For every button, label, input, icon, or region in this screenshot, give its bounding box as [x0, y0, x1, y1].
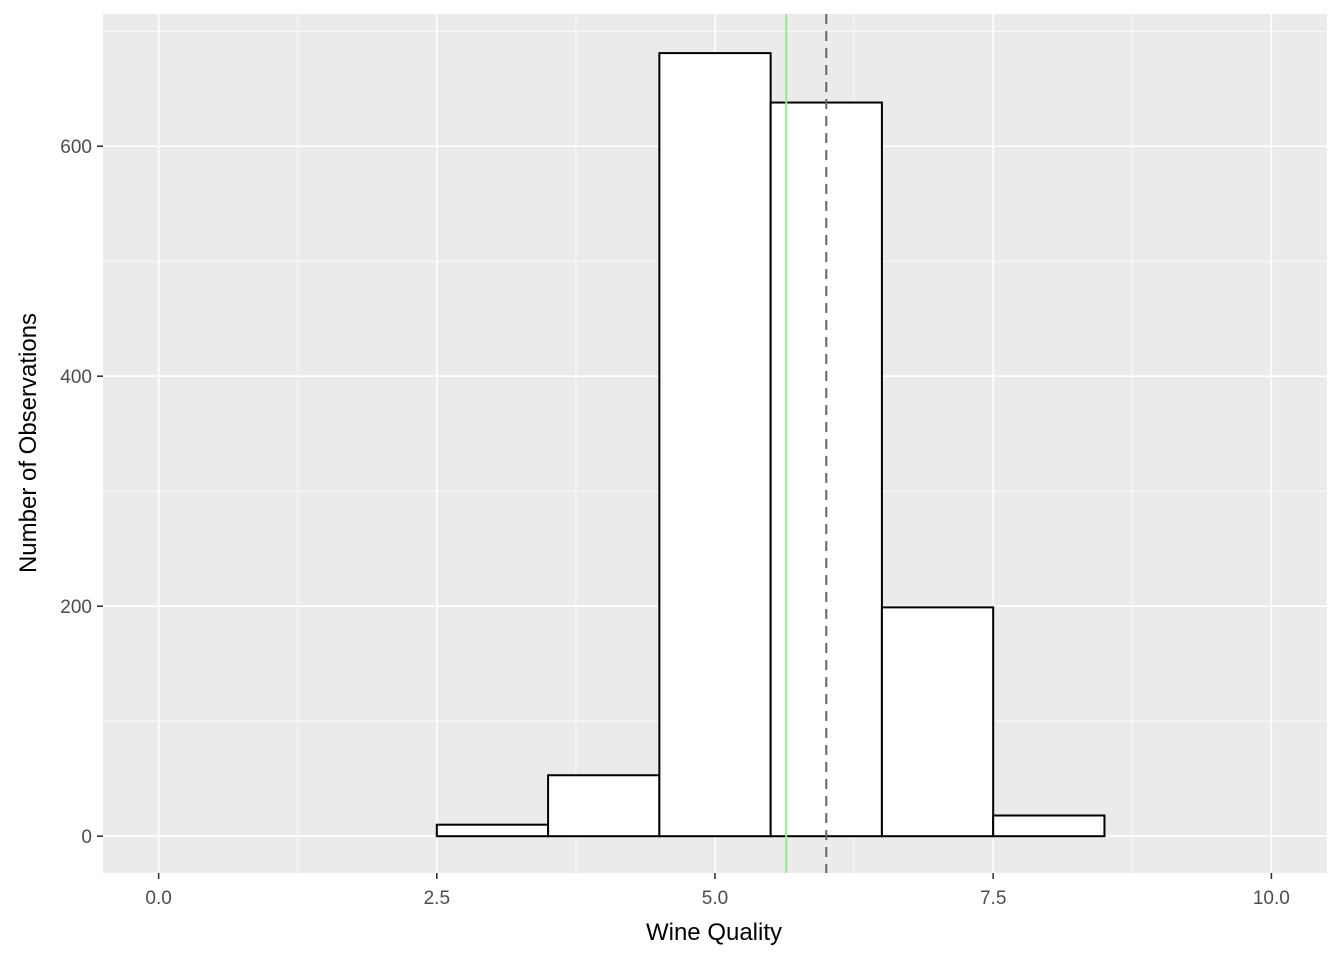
y-axis-title: Number of Observations — [15, 313, 42, 573]
y-tick-label: 200 — [60, 597, 92, 618]
x-tick-label: 5.0 — [702, 888, 728, 909]
histogram-bar — [435, 823, 550, 838]
x-tick-label: 2.5 — [424, 888, 450, 909]
histogram-bar — [658, 52, 772, 838]
histogram-bar — [880, 606, 995, 838]
y-tick-label: 400 — [60, 367, 92, 388]
histogram-bar — [547, 774, 661, 838]
x-tick-label: 7.5 — [980, 888, 1006, 909]
histogram-bar — [769, 101, 883, 838]
x-axis: 0.0 2.5 5.0 7.5 10.0 — [145, 873, 1290, 909]
y-tick-label: 0 — [81, 827, 92, 848]
histogram-bar — [992, 814, 1106, 838]
y-axis: 0 200 400 600 — [60, 137, 103, 848]
x-tick-label: 10.0 — [1253, 888, 1290, 909]
y-tick-label: 600 — [60, 137, 92, 158]
reference-lines — [785, 14, 828, 873]
x-tick-label: 0.0 — [145, 888, 171, 909]
x-axis-title: Wine Quality — [646, 919, 782, 946]
